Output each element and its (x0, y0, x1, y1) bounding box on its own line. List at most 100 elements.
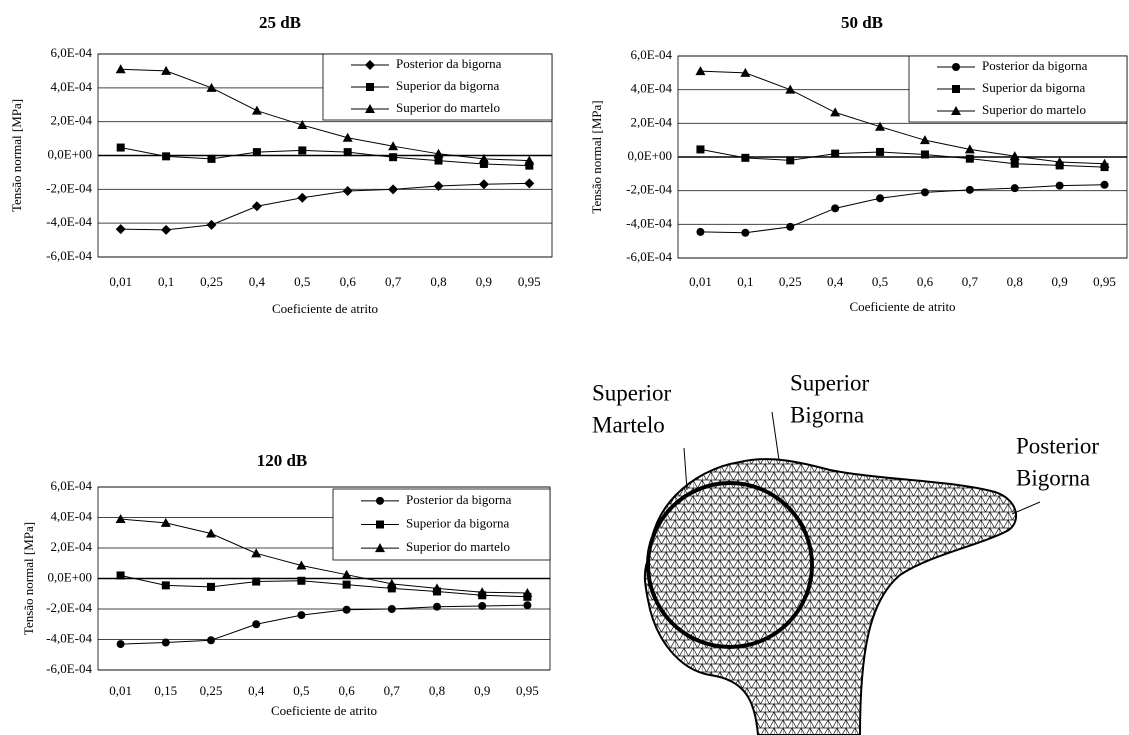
x-tick-label: 0,95 (1093, 274, 1116, 289)
marker (297, 611, 306, 620)
series-line (120, 574, 528, 598)
marker (523, 601, 532, 610)
marker (251, 201, 262, 212)
legend-marker (366, 83, 374, 91)
marker (1010, 184, 1019, 193)
marker (297, 120, 308, 130)
marker (524, 155, 535, 165)
marker (297, 576, 306, 585)
marker (297, 192, 308, 203)
leader-line (771, 411, 780, 461)
marker (696, 145, 705, 154)
marker (478, 179, 489, 190)
y-tick-label: 6,0E-04 (50, 478, 92, 493)
y-tick-label: -2,0E-04 (626, 182, 672, 197)
marker (525, 161, 534, 170)
y-tick-label: -4,0E-04 (46, 214, 92, 229)
marker (830, 107, 841, 117)
y-tick-label: 0,0E+00 (47, 146, 92, 161)
legend-marker (951, 106, 961, 115)
y-tick-label: -6,0E-04 (626, 249, 672, 264)
marker (831, 149, 840, 158)
leader-line (1011, 501, 1041, 515)
mesh-label: Martelo (592, 412, 665, 437)
legend-label: Superior do martelo (406, 539, 510, 554)
marker (1010, 159, 1019, 168)
x-tick-label: 0,5 (293, 683, 309, 698)
marker (741, 153, 750, 162)
marker (786, 156, 795, 165)
legend-marker (952, 63, 960, 71)
y-tick-label: -2,0E-04 (46, 180, 92, 195)
x-tick-label: 0,7 (384, 683, 401, 698)
marker (831, 204, 840, 213)
x-tick-label: 0,4 (249, 274, 266, 289)
y-tick-label: 6,0E-04 (50, 45, 92, 60)
x-tick-label: 0,7 (962, 274, 979, 289)
legend-marker (376, 520, 384, 529)
x-tick-label: 0,6 (917, 274, 934, 289)
marker (695, 66, 706, 76)
y-tick-label: 4,0E-04 (50, 79, 92, 94)
y-tick-label: 2,0E-04 (50, 539, 92, 554)
y-tick-label: -2,0E-04 (46, 600, 92, 615)
marker (161, 224, 172, 235)
marker (1009, 151, 1020, 161)
x-tick-label: 0,9 (474, 683, 490, 698)
marker (341, 569, 352, 579)
series-line (120, 68, 530, 162)
marker (298, 146, 307, 155)
marker (342, 580, 351, 589)
plot-frame (677, 55, 1128, 259)
x-tick-label: 0,7 (385, 274, 402, 289)
legend-label: Superior do martelo (396, 100, 500, 115)
marker (433, 180, 444, 191)
mesh-label: Bigorna (1016, 465, 1090, 490)
x-tick-label: 0,01 (109, 683, 132, 698)
y-tick-label: 2,0E-04 (50, 113, 92, 128)
legend-marker (375, 543, 385, 553)
x-tick-label: 0,6 (340, 274, 357, 289)
marker (478, 601, 487, 610)
marker (876, 147, 885, 156)
series-line (120, 604, 528, 645)
marker (386, 578, 397, 588)
marker (388, 184, 399, 195)
x-tick-label: 0,9 (1052, 274, 1068, 289)
legend-marker (376, 496, 384, 505)
marker (342, 186, 353, 197)
marker (1054, 157, 1065, 167)
x-tick-label: 0,5 (294, 274, 310, 289)
marker (522, 587, 533, 597)
marker (116, 640, 125, 649)
y-tick-label: 0,0E+00 (47, 569, 92, 584)
x-tick-label: 0,25 (779, 274, 802, 289)
legend-marker (952, 85, 960, 93)
marker (207, 636, 215, 645)
series-line (120, 147, 530, 167)
marker (115, 64, 126, 74)
series-line (700, 70, 1105, 165)
marker (115, 224, 126, 235)
marker (479, 159, 488, 168)
x-tick-label: 0,01 (109, 274, 132, 289)
marker (251, 548, 262, 558)
x-tick-label: 0,8 (429, 683, 445, 698)
marker (161, 581, 170, 590)
x-tick-label: 0,6 (338, 683, 355, 698)
marker (741, 228, 750, 237)
x-axis-label: Coeficiente de atrito (849, 299, 955, 314)
marker (387, 605, 396, 613)
marker (875, 121, 886, 131)
x-tick-label: 0,95 (518, 274, 541, 289)
x-axis-label: Coeficiente de atrito (272, 301, 378, 316)
marker (964, 144, 975, 154)
y-tick-label: 4,0E-04 (50, 508, 92, 523)
legend-marker (365, 104, 375, 113)
mesh-label: Superior (790, 370, 870, 395)
marker (876, 194, 885, 203)
legend-label: Posterior da bigorna (396, 56, 502, 71)
marker (965, 185, 974, 194)
x-tick-label: 0,8 (430, 274, 446, 289)
marker (207, 582, 215, 591)
